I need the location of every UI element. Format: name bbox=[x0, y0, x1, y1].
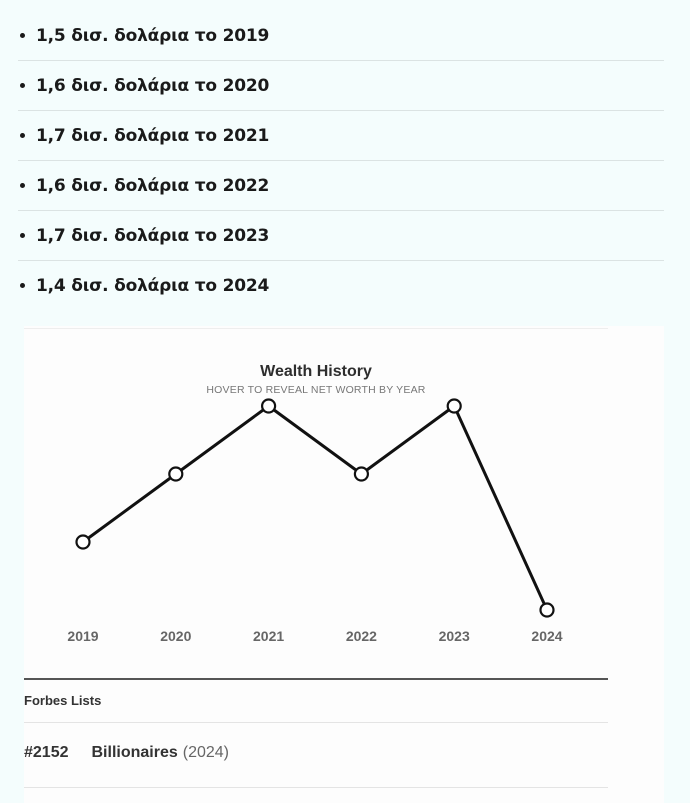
x-tick-label: 2021 bbox=[253, 628, 284, 644]
x-tick-label: 2019 bbox=[67, 628, 98, 644]
list-item: 1,6 δισ. δολάρια το 2020 bbox=[18, 61, 664, 111]
data-point-2024[interactable] bbox=[539, 602, 555, 618]
forbes-lists-label: Forbes Lists bbox=[24, 693, 102, 708]
net-worth-text: 1,4 δισ. δολάρια το 2024 bbox=[36, 275, 270, 296]
net-worth-text: 1,6 δισ. δολάρια το 2022 bbox=[36, 175, 270, 196]
data-point-2022[interactable] bbox=[353, 466, 369, 482]
x-tick-label: 2023 bbox=[439, 628, 470, 644]
bullet-icon bbox=[20, 183, 25, 188]
net-worth-text: 1,7 δισ. δολάρια το 2023 bbox=[36, 225, 270, 246]
row-divider bbox=[24, 722, 608, 723]
list-item: 1,6 δισ. δολάρια το 2022 bbox=[18, 161, 664, 211]
list-name: Billionaires bbox=[91, 744, 178, 761]
x-axis-ticks: 2019 2020 2021 2022 2023 2024 bbox=[67, 628, 562, 644]
list-item: 1,4 δισ. δολάρια το 2024 bbox=[18, 261, 664, 310]
net-worth-list: 1,5 δισ. δολάρια το 2019 1,6 δισ. δολάρι… bbox=[18, 11, 664, 310]
data-point-2019[interactable] bbox=[75, 534, 91, 550]
bullet-icon bbox=[20, 233, 25, 238]
chart-title: Wealth History bbox=[260, 363, 372, 380]
data-point-2020[interactable] bbox=[168, 466, 184, 482]
data-point-2023[interactable] bbox=[446, 398, 462, 414]
bullet-icon bbox=[20, 33, 25, 38]
chart-subtitle: HOVER TO REVEAL NET WORTH BY YEAR bbox=[206, 384, 425, 396]
x-tick-label: 2024 bbox=[531, 628, 562, 644]
list-item: 1,7 δισ. δολάρια το 2023 bbox=[18, 211, 664, 261]
net-worth-text: 1,5 δισ. δολάρια το 2019 bbox=[36, 25, 270, 46]
bullet-icon bbox=[20, 283, 25, 288]
net-worth-text: 1,7 δισ. δολάρια το 2021 bbox=[36, 125, 270, 146]
data-point-2021[interactable] bbox=[261, 398, 277, 414]
bullet-icon bbox=[20, 83, 25, 88]
list-rank: #2152 bbox=[24, 744, 69, 761]
row-divider bbox=[24, 787, 608, 788]
forbes-list-row[interactable]: #2152 Billionaires 2024 bbox=[24, 744, 229, 762]
list-year: 2024 bbox=[183, 744, 229, 762]
x-tick-label: 2022 bbox=[346, 628, 377, 644]
data-points bbox=[75, 398, 555, 618]
section-divider bbox=[24, 678, 608, 680]
list-item: 1,7 δισ. δολάρια το 2021 bbox=[18, 111, 664, 161]
x-tick-label: 2020 bbox=[160, 628, 191, 644]
wealth-history-chart[interactable]: Wealth History HOVER TO REVEAL NET WORTH… bbox=[24, 330, 608, 670]
list-item: 1,5 δισ. δολάρια το 2019 bbox=[18, 11, 664, 61]
card-top-divider bbox=[24, 328, 608, 329]
bullet-icon bbox=[20, 133, 25, 138]
net-worth-text: 1,6 δισ. δολάρια το 2020 bbox=[36, 75, 270, 96]
wealth-history-card bbox=[24, 326, 664, 803]
series-line bbox=[82, 404, 549, 611]
